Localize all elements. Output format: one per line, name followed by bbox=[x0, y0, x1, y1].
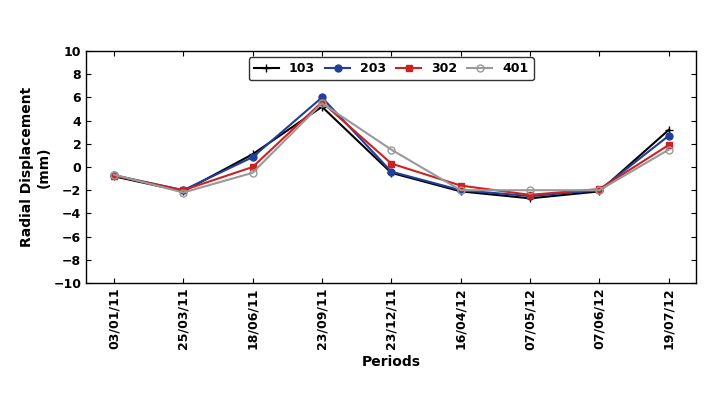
Line: 203: 203 bbox=[111, 94, 672, 200]
Line: 302: 302 bbox=[111, 99, 671, 198]
302 bbox=[387, 161, 396, 166]
Legend: 103, 203, 302, 401: 103, 203, 302, 401 bbox=[249, 57, 533, 80]
401 bbox=[526, 188, 534, 193]
Line: 103: 103 bbox=[110, 103, 673, 202]
103 bbox=[248, 152, 257, 157]
Line: 401: 401 bbox=[111, 100, 672, 196]
401 bbox=[457, 188, 465, 193]
302 bbox=[595, 187, 604, 191]
401 bbox=[179, 190, 187, 195]
401 bbox=[248, 171, 257, 175]
203 bbox=[526, 194, 534, 198]
Y-axis label: Radial Displacement
(mm): Radial Displacement (mm) bbox=[20, 87, 50, 247]
103 bbox=[387, 171, 396, 175]
302 bbox=[664, 143, 673, 147]
302 bbox=[457, 183, 465, 188]
203 bbox=[110, 173, 118, 178]
302 bbox=[317, 100, 326, 105]
401 bbox=[595, 188, 604, 193]
203 bbox=[317, 95, 326, 100]
401 bbox=[317, 101, 326, 106]
302 bbox=[179, 188, 187, 193]
103 bbox=[664, 128, 673, 132]
103 bbox=[110, 174, 118, 179]
203 bbox=[595, 188, 604, 193]
401 bbox=[664, 147, 673, 152]
203 bbox=[248, 155, 257, 160]
103 bbox=[526, 196, 534, 201]
103 bbox=[179, 189, 187, 194]
401 bbox=[387, 147, 396, 152]
203 bbox=[179, 188, 187, 193]
302 bbox=[248, 165, 257, 169]
103 bbox=[317, 105, 326, 109]
203 bbox=[457, 188, 465, 193]
302 bbox=[526, 193, 534, 197]
203 bbox=[664, 133, 673, 138]
401 bbox=[110, 172, 118, 177]
302 bbox=[110, 173, 118, 178]
X-axis label: Periods: Periods bbox=[362, 355, 421, 369]
103 bbox=[457, 189, 465, 194]
203 bbox=[387, 169, 396, 174]
103 bbox=[595, 189, 604, 194]
